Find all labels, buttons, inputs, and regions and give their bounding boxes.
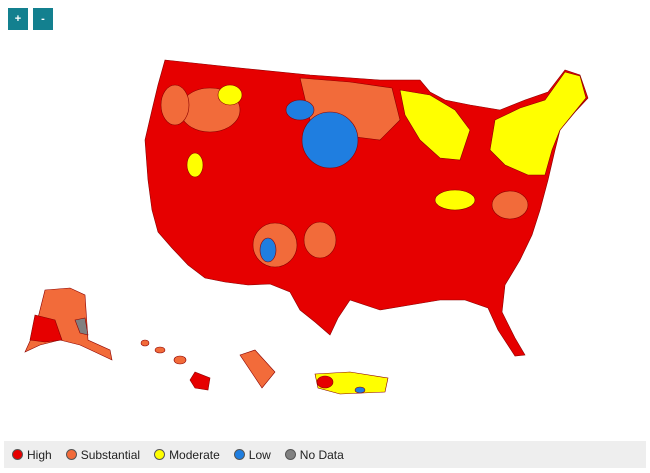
map: [24, 59, 589, 395]
hawaii-big-island: [189, 371, 211, 391]
legend-swatch: [65, 449, 77, 460]
legend-label: Low: [248, 447, 271, 462]
legend-item[interactable]: Substantial: [65, 447, 141, 462]
zoom-out-button[interactable]: -: [33, 8, 53, 30]
region-virginia: [491, 190, 529, 220]
zoom-in-button[interactable]: +: [8, 8, 28, 30]
hawaii-oahu: [154, 346, 166, 354]
region-mountain-moderate: [217, 84, 243, 106]
legend-item[interactable]: Moderate: [154, 448, 220, 462]
region-kentucky: [434, 189, 476, 211]
legend-swatch: [233, 449, 245, 460]
puerto-rico: [314, 371, 389, 395]
hawaii-maui: [173, 355, 187, 365]
legend-item[interactable]: Low: [233, 447, 271, 462]
legend-swatch: [154, 449, 166, 460]
region-new-mexico-low: [259, 237, 277, 263]
region-pacific-nw: [160, 84, 190, 126]
region-plains-low: [285, 99, 315, 121]
region-dakotas-low: [301, 111, 359, 169]
legend-label: No Data: [299, 447, 344, 462]
territory-guam: [239, 349, 276, 389]
legend-swatch: [284, 449, 296, 460]
region-texas-panhandle: [303, 221, 337, 259]
legend-swatch: [12, 449, 23, 460]
region-great-lakes: [399, 89, 471, 161]
legend-item[interactable]: High: [12, 448, 52, 462]
mainland-us: [144, 59, 589, 357]
puerto-rico-west: [316, 375, 334, 389]
legend-label: Substantial: [80, 447, 141, 462]
hawaii-west: [140, 339, 150, 347]
region-nevada: [186, 152, 204, 178]
legend-label: High: [27, 447, 52, 462]
alaska-southwest: [29, 314, 63, 343]
alaska-no-data: [74, 317, 89, 336]
legend-label: Moderate: [169, 447, 220, 462]
region-northeast: [489, 71, 587, 176]
puerto-rico-low: [354, 386, 366, 394]
legend: High Substantial Moderate Low No Data: [4, 441, 646, 468]
legend-item[interactable]: No Data: [284, 447, 344, 462]
